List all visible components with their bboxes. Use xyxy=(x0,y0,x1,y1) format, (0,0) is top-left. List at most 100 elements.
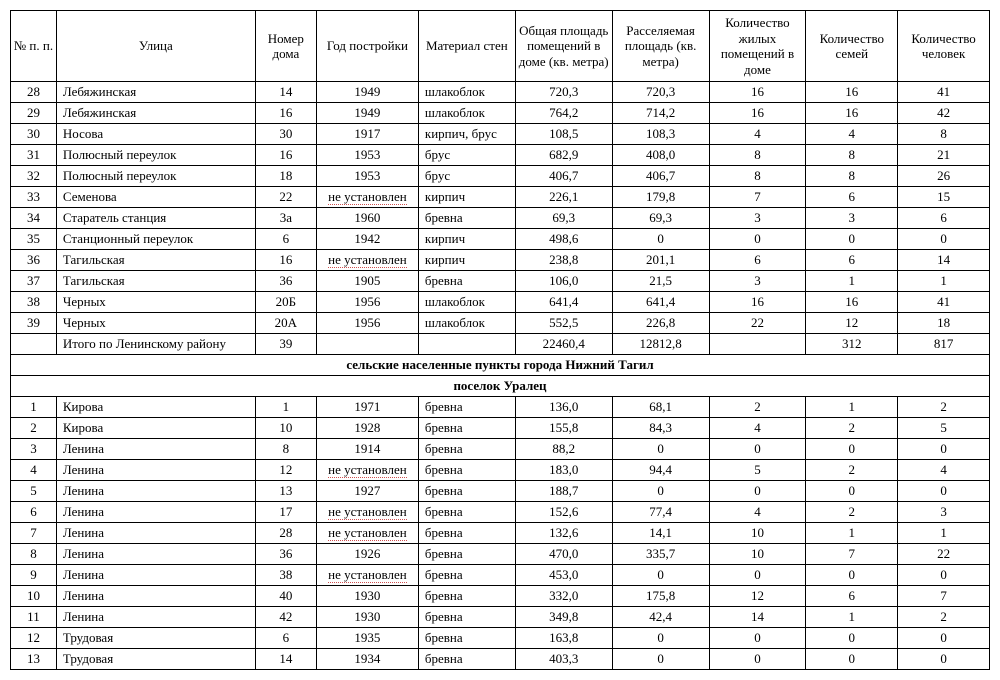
cell: 2 xyxy=(806,460,898,481)
cell: 16 xyxy=(709,82,806,103)
cell xyxy=(418,334,515,355)
cell: 16 xyxy=(806,82,898,103)
cell: Черных xyxy=(56,313,255,334)
cell: 1928 xyxy=(316,418,418,439)
cell: 9 xyxy=(11,565,57,586)
cell: 1949 xyxy=(316,103,418,124)
cell: Старатель станция xyxy=(56,208,255,229)
cell: 69,3 xyxy=(612,208,709,229)
cell: 4 xyxy=(11,460,57,481)
cell: 34 xyxy=(11,208,57,229)
cell: Трудовая xyxy=(56,649,255,670)
cell: Трудовая xyxy=(56,628,255,649)
cell: 2 xyxy=(806,502,898,523)
table-header: № п. п. Улица Номер дома Год постройки М… xyxy=(11,11,990,82)
table-row: 7Ленина28не установленбревна132,614,1101… xyxy=(11,523,990,544)
cell: Ленина xyxy=(56,523,255,544)
cell: бревна xyxy=(418,271,515,292)
cell: Тагильская xyxy=(56,271,255,292)
cell: 0 xyxy=(898,628,990,649)
table-row: Итого по Ленинскому району3922460,412812… xyxy=(11,334,990,355)
cell: 16 xyxy=(255,145,316,166)
cell: Семенова xyxy=(56,187,255,208)
cell: 22 xyxy=(709,313,806,334)
cell: кирпич, брус xyxy=(418,124,515,145)
cell: 38 xyxy=(255,565,316,586)
table-row: 9Ленина38не установленбревна453,00000 xyxy=(11,565,990,586)
cell: бревна xyxy=(418,628,515,649)
col-ppl: Количество человек xyxy=(898,11,990,82)
cell: 1930 xyxy=(316,607,418,628)
cell: не установлен xyxy=(316,565,418,586)
cell: 0 xyxy=(806,649,898,670)
cell: 1 xyxy=(11,397,57,418)
cell: 35 xyxy=(11,229,57,250)
cell: 4 xyxy=(709,418,806,439)
cell: 84,3 xyxy=(612,418,709,439)
cell: 41 xyxy=(898,292,990,313)
cell: 0 xyxy=(806,229,898,250)
cell: 8 xyxy=(806,145,898,166)
cell: 36 xyxy=(255,544,316,565)
cell: 6 xyxy=(806,250,898,271)
cell: 17 xyxy=(255,502,316,523)
col-rarea: Расселяемая площадь (кв. метра) xyxy=(612,11,709,82)
cell: 36 xyxy=(255,271,316,292)
cell: 30 xyxy=(11,124,57,145)
cell: Полюсный переулок xyxy=(56,145,255,166)
cell: Лебяжинская xyxy=(56,82,255,103)
table-row: 34Старатель станция3а1960бревна69,369,33… xyxy=(11,208,990,229)
cell: 12 xyxy=(11,628,57,649)
cell: 26 xyxy=(898,166,990,187)
cell: 5 xyxy=(11,481,57,502)
cell: 1956 xyxy=(316,292,418,313)
table-body: 28Лебяжинская141949шлакоблок720,3720,316… xyxy=(11,82,990,670)
cell: Черных xyxy=(56,292,255,313)
cell: 4 xyxy=(806,124,898,145)
housing-table: № п. п. Улица Номер дома Год постройки М… xyxy=(10,10,990,670)
cell: 16 xyxy=(709,292,806,313)
cell: кирпич xyxy=(418,187,515,208)
cell: бревна xyxy=(418,439,515,460)
cell: 0 xyxy=(806,628,898,649)
cell: 5 xyxy=(709,460,806,481)
cell: шлакоблок xyxy=(418,313,515,334)
table-row: 31Полюсный переулок161953брус682,9408,08… xyxy=(11,145,990,166)
cell: 1 xyxy=(898,523,990,544)
cell: 0 xyxy=(806,481,898,502)
col-area: Общая площадь помещений в доме (кв. метр… xyxy=(515,11,612,82)
table-row: 1Кирова11971бревна136,068,1212 xyxy=(11,397,990,418)
cell: 183,0 xyxy=(515,460,612,481)
cell: бревна xyxy=(418,481,515,502)
cell: 1 xyxy=(898,271,990,292)
cell: не установлен xyxy=(316,460,418,481)
table-row: 30Носова301917кирпич, брус108,5108,3448 xyxy=(11,124,990,145)
cell: 0 xyxy=(806,565,898,586)
cell: 1 xyxy=(806,523,898,544)
cell: 8 xyxy=(806,166,898,187)
cell: 12 xyxy=(255,460,316,481)
cell: 20Б xyxy=(255,292,316,313)
cell: бревна xyxy=(418,502,515,523)
table-row: 32Полюсный переулок181953брус406,7406,78… xyxy=(11,166,990,187)
cell: 11 xyxy=(11,607,57,628)
cell: 13 xyxy=(255,481,316,502)
section-row: поселок Уралец xyxy=(11,376,990,397)
cell: 2 xyxy=(806,418,898,439)
cell: 335,7 xyxy=(612,544,709,565)
cell: 1935 xyxy=(316,628,418,649)
cell: 136,0 xyxy=(515,397,612,418)
cell xyxy=(11,334,57,355)
cell: Ленина xyxy=(56,481,255,502)
cell: 349,8 xyxy=(515,607,612,628)
cell: Лебяжинская xyxy=(56,103,255,124)
cell xyxy=(316,334,418,355)
cell: 163,8 xyxy=(515,628,612,649)
cell: 2 xyxy=(898,607,990,628)
cell: бревна xyxy=(418,649,515,670)
cell: 179,8 xyxy=(612,187,709,208)
cell: 0 xyxy=(612,649,709,670)
cell: 1956 xyxy=(316,313,418,334)
cell: 7 xyxy=(806,544,898,565)
cell: 1971 xyxy=(316,397,418,418)
